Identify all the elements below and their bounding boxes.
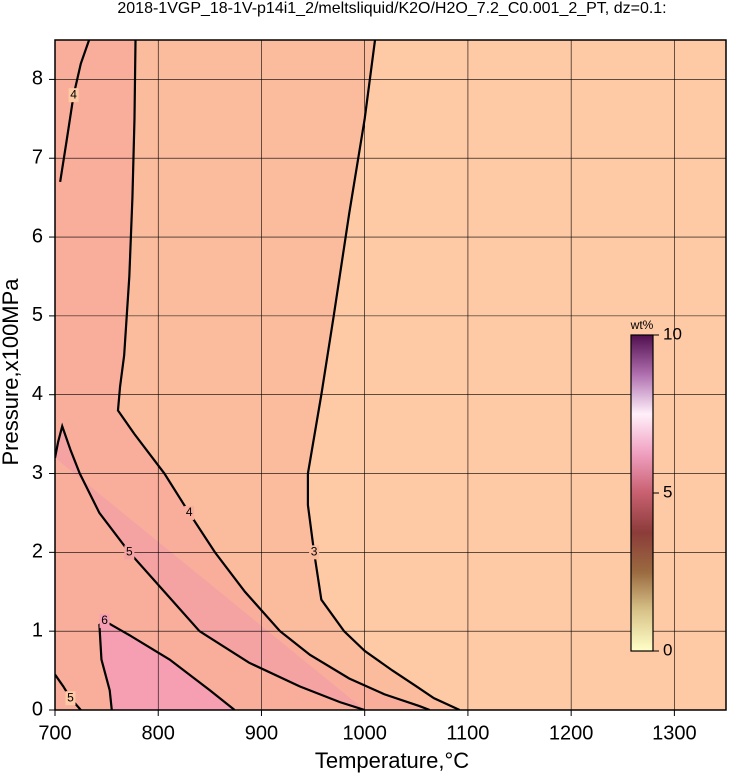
y-tick-label: 7 bbox=[32, 147, 43, 169]
contour-label: 6 bbox=[101, 613, 108, 627]
contour-fill bbox=[55, 620, 235, 710]
x-axis-label: Temperature,°C bbox=[315, 748, 469, 773]
y-tick-label: 5 bbox=[32, 304, 43, 326]
plot-frame bbox=[54, 39, 727, 711]
contour-label-bg bbox=[184, 505, 195, 520]
x-tick-label: 1200 bbox=[549, 722, 594, 744]
x-tick-label: 1000 bbox=[342, 722, 387, 744]
colorbar-tick-label: 0 bbox=[663, 640, 672, 659]
y-tick-label: 8 bbox=[32, 68, 43, 90]
contour-label: 5 bbox=[67, 690, 74, 704]
contour-label: 5 bbox=[126, 545, 133, 559]
y-tick-label: 4 bbox=[32, 383, 43, 405]
y-tick-label: 0 bbox=[32, 698, 43, 720]
contour-label-bg bbox=[65, 691, 76, 706]
contour-label-bg bbox=[68, 88, 79, 103]
contour-line bbox=[116, 40, 431, 710]
y-tick-label: 2 bbox=[32, 541, 43, 563]
colorbar-title: wt% bbox=[630, 318, 654, 332]
colorbar-tick-label: 5 bbox=[663, 482, 672, 501]
contour-label-bg bbox=[124, 545, 135, 560]
contour-label-bg bbox=[309, 545, 320, 560]
y-axis-label: Pressure,x100MPa bbox=[0, 278, 23, 466]
contour-label: 3 bbox=[311, 545, 318, 559]
contour-label: 4 bbox=[70, 87, 77, 101]
colorbar-tick-label: 10 bbox=[663, 324, 682, 343]
x-tick-label: 800 bbox=[142, 722, 175, 744]
x-tick-label: 1100 bbox=[446, 722, 489, 744]
x-tick-label: 700 bbox=[38, 722, 71, 744]
contour-label: 4 bbox=[186, 505, 193, 519]
y-tick-label: 1 bbox=[32, 619, 43, 641]
x-tick-label: 1300 bbox=[652, 722, 697, 744]
colorbar bbox=[630, 334, 654, 652]
x-tick-label: 900 bbox=[245, 722, 278, 744]
chart-title: 2018-1VGP_18-1V-p14i1_2/meltsliquid/K2O/… bbox=[117, 0, 666, 17]
plot-area: 3 4 5 6 5 4 bbox=[55, 40, 726, 710]
y-tick-label: 6 bbox=[32, 225, 43, 247]
contour-label-bg bbox=[99, 613, 110, 628]
y-tick-label: 3 bbox=[32, 462, 43, 484]
